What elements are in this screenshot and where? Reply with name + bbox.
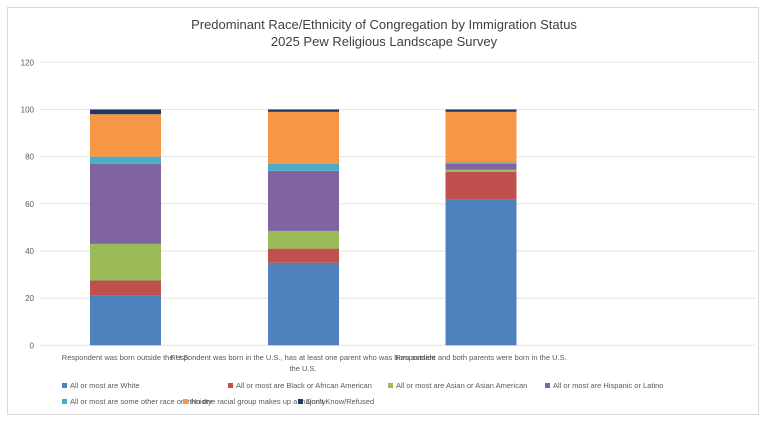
legend-label: All or most are some other race or ethni…: [70, 397, 212, 406]
legend-item: All or most are Asian or Asian American: [388, 381, 527, 390]
category-label: Respondent and both parents were born in…: [395, 353, 567, 362]
chart-subtitle: 2025 Pew Religious Landscape Survey: [270, 34, 498, 49]
bar-segment: [90, 280, 161, 296]
y-tick-label: 120: [21, 58, 35, 67]
y-tick-label: 20: [25, 294, 34, 303]
legend-label: No one racial group makes up a majority: [191, 397, 326, 406]
bar-segment: [445, 169, 517, 172]
legend-item: All or most are some other race or ethni…: [62, 397, 212, 406]
bar-segment: [90, 114, 161, 157]
legend-item: All or most are Black or African America…: [228, 381, 372, 390]
legend-item: Don't Know/Refused: [298, 397, 374, 406]
y-tick-label: 100: [21, 105, 35, 114]
bar-segment: [268, 248, 339, 263]
y-tick-label: 0: [30, 341, 35, 350]
bar-segment: [90, 163, 161, 244]
bar-segment: [268, 109, 339, 112]
bar-segment: [90, 243, 161, 281]
legend-item: All or most are Hispanic or Latino: [545, 381, 663, 390]
bar-segment: [445, 163, 517, 170]
bar-segment: [445, 162, 517, 164]
legend-swatch: [298, 399, 303, 404]
legend-label: All or most are White: [70, 381, 140, 390]
legend-swatch: [545, 383, 550, 388]
legend-label: All or most are Black or African America…: [236, 381, 372, 390]
bar-segment: [268, 163, 339, 171]
chart-title: Predominant Race/Ethnicity of Congregati…: [191, 17, 577, 32]
legend-item: No one racial group makes up a majority: [183, 397, 326, 406]
bar-segment: [90, 109, 161, 115]
category-label: Respondent was born outside the U.S.: [61, 353, 191, 362]
bar-segment: [90, 156, 161, 164]
chart-frame: [7, 7, 759, 415]
legend-label: Don't Know/Refused: [306, 397, 375, 406]
category-label: Respondent was born in the U.S., has at …: [170, 353, 436, 373]
legend-swatch: [62, 399, 67, 404]
bar-segment: [268, 230, 339, 249]
bar-segment: [445, 171, 517, 200]
y-tick-label: 60: [25, 200, 34, 209]
bar-segment: [445, 109, 517, 112]
bar-segment: [268, 111, 339, 164]
y-tick-label: 40: [25, 247, 34, 256]
bar-segment: [90, 295, 161, 346]
bar-segment: [268, 170, 339, 231]
legend-swatch: [388, 383, 393, 388]
y-tick-label: 80: [25, 153, 34, 162]
legend-swatch: [183, 399, 188, 404]
bar-segment: [445, 199, 517, 346]
legend-label: All or most are Asian or Asian American: [396, 381, 528, 390]
legend-label: All or most are Hispanic or Latino: [553, 381, 664, 390]
legend-swatch: [228, 383, 233, 388]
legend-swatch: [62, 383, 67, 388]
bar-segment: [268, 262, 339, 346]
bar-segment: [445, 111, 517, 163]
legend-item: All or most are White: [62, 381, 140, 390]
